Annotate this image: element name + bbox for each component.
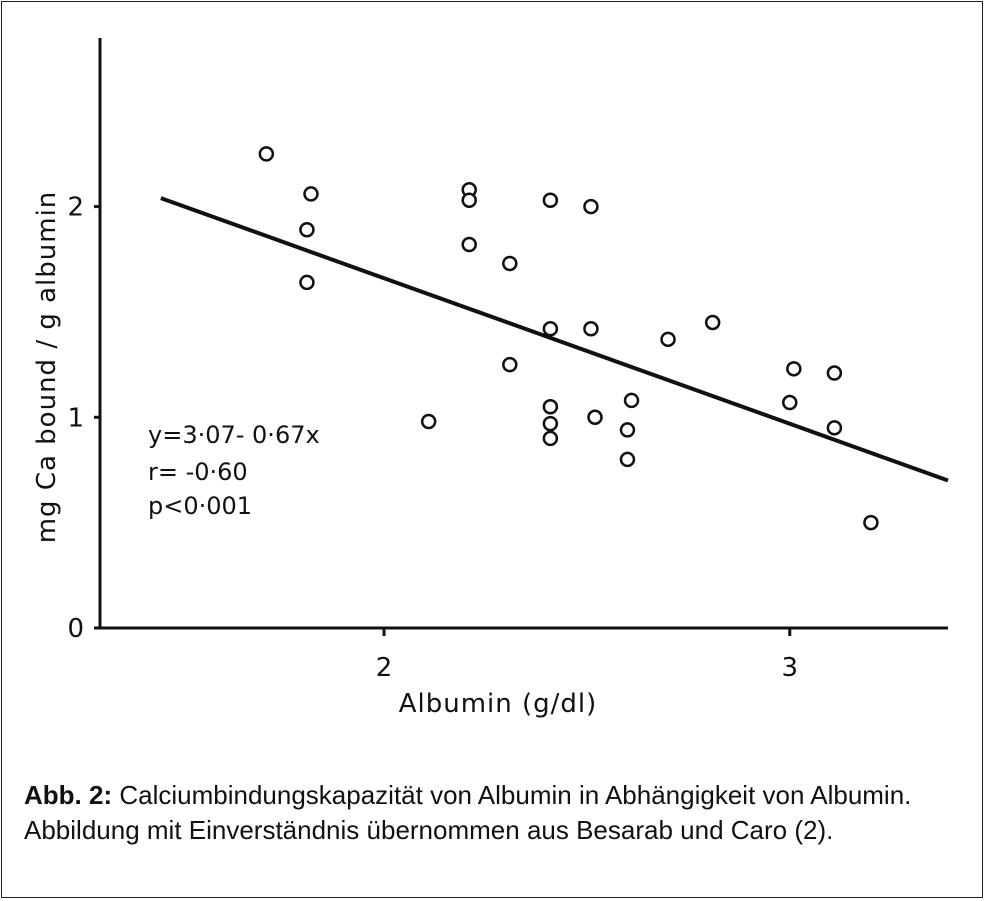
- point: [786, 361, 802, 377]
- point: [303, 186, 319, 202]
- point: [826, 420, 843, 436]
- point: [542, 321, 559, 337]
- point: [542, 415, 559, 432]
- point: [704, 314, 721, 331]
- annotation: p<0·001: [148, 492, 252, 520]
- y-tick-label: 1: [67, 403, 84, 433]
- point: [863, 514, 879, 531]
- point: [502, 255, 518, 272]
- chart: Albumin (g/dl) mg Ca bound / g albumin y…: [32, 38, 949, 719]
- point: [619, 451, 636, 468]
- point: [502, 356, 518, 373]
- point: [542, 430, 559, 447]
- point: [826, 365, 843, 381]
- caption-source: Abbildung mit Einverständnis übernommen …: [24, 815, 834, 845]
- caption: Abb. 2: Calciumbindungskapazität von Alb…: [24, 778, 964, 848]
- point: [542, 399, 559, 415]
- caption-label: Abb. 2:: [24, 780, 113, 810]
- point: [258, 146, 275, 162]
- annotation: y=3·07- 0·67x: [148, 421, 320, 449]
- x-tick-label: 3: [781, 653, 798, 683]
- y-axis-label: mg Ca bound / g albumin: [32, 191, 62, 544]
- point: [583, 321, 599, 337]
- y-tick-label: 0: [67, 614, 84, 644]
- point: [299, 222, 315, 238]
- caption-text: Calciumbindungskapazität von Albumin in …: [119, 780, 912, 810]
- annotation: r= -0·60: [148, 458, 248, 486]
- y-tick-label: 2: [67, 193, 84, 223]
- point: [782, 394, 798, 411]
- x-axis-label: Albumin (g/dl): [399, 689, 598, 719]
- fit-line: [160, 196, 949, 483]
- point: [420, 413, 437, 430]
- point: [660, 331, 676, 348]
- point: [461, 192, 477, 208]
- point: [542, 192, 559, 208]
- point: [623, 392, 640, 409]
- point: [299, 274, 315, 291]
- point: [587, 409, 603, 426]
- point: [619, 422, 636, 438]
- point: [461, 236, 477, 253]
- x-tick-label: 2: [376, 653, 393, 683]
- point: [583, 198, 599, 215]
